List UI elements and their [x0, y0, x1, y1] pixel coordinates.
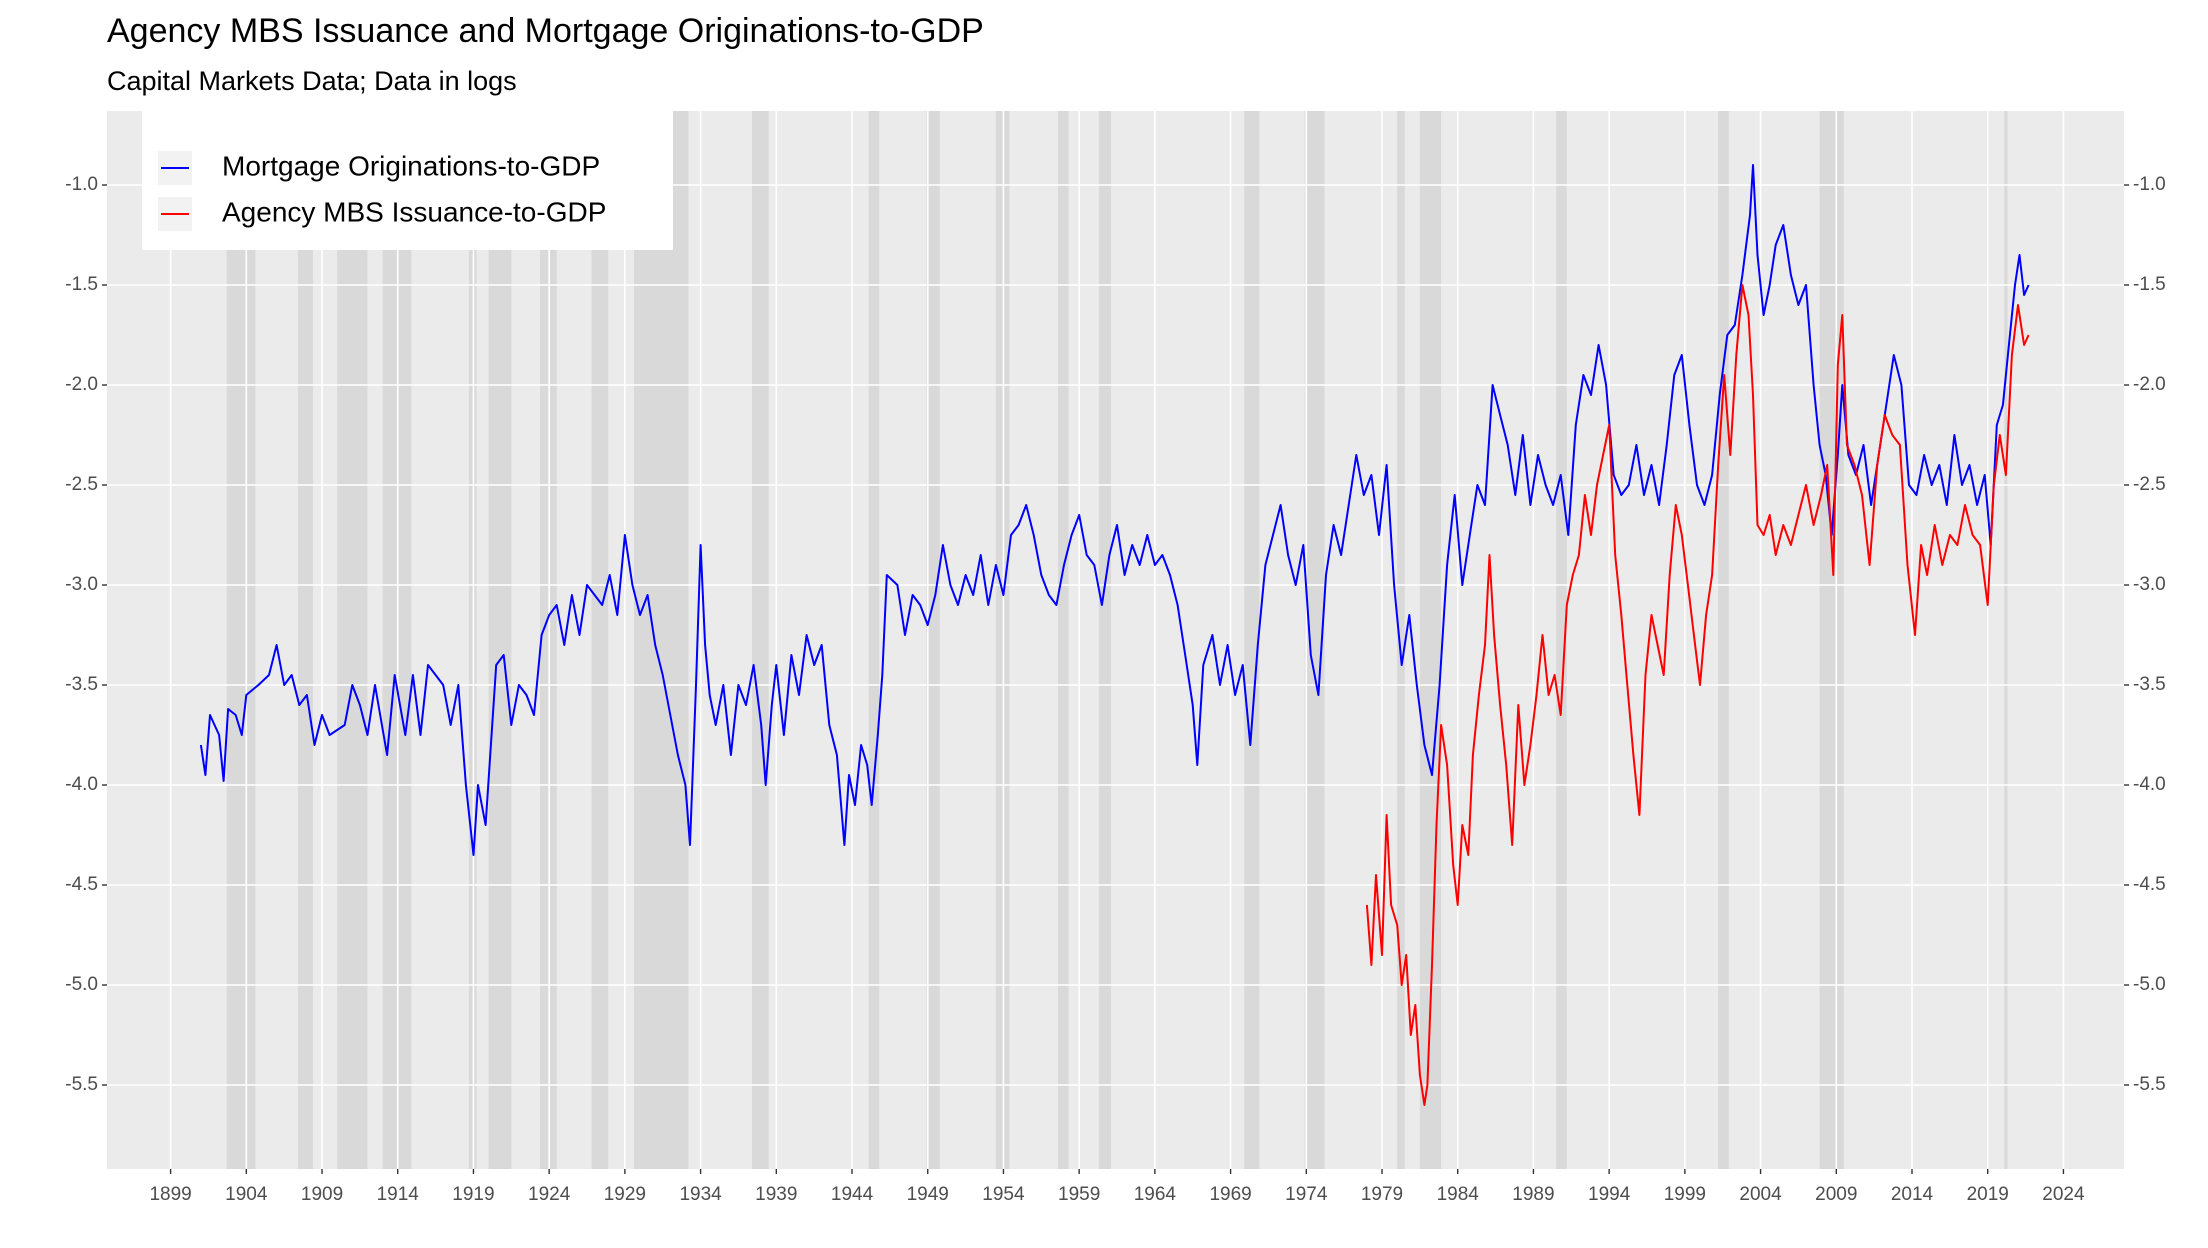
x-tick-label: 2009	[1815, 1184, 1857, 1205]
chart-subtitle: Capital Markets Data; Data in logs	[107, 66, 517, 96]
shaded-period	[1556, 111, 1567, 1169]
shaded-period	[337, 111, 368, 1169]
x-tick-label: 2004	[1739, 1184, 1782, 1205]
x-tick-label: 2019	[1967, 1184, 2009, 1205]
y2-tick-label: -1.5	[2133, 274, 2166, 295]
y2-tick-label: -4.0	[2133, 774, 2166, 795]
x-tick-label: 1994	[1588, 1184, 1631, 1205]
x-tick-label: 1949	[907, 1184, 949, 1205]
x-tick-label: 1989	[1512, 1184, 1554, 1205]
y-tick-label: -2.5	[65, 474, 98, 495]
y-tick-label: -3.5	[65, 674, 98, 695]
series-line	[1365, 284, 2030, 1106]
x-tick-label: 1979	[1361, 1184, 1403, 1205]
lines	[199, 164, 2030, 1106]
shaded-period	[1718, 111, 1729, 1169]
y-tick-label: -4.5	[65, 874, 98, 895]
chart-title: Agency MBS Issuance and Mortgage Origina…	[107, 12, 984, 50]
y2-tick-label: -2.0	[2133, 374, 2166, 395]
plot-panel	[107, 111, 2124, 1169]
y-tick-label: -1.0	[65, 174, 98, 195]
shaded-period	[633, 111, 689, 1169]
shaded-period	[868, 111, 880, 1169]
shaded-period	[752, 111, 769, 1169]
legend-label: Mortgage Originations-to-GDP	[222, 150, 600, 181]
y2-tick-label: -3.0	[2133, 574, 2166, 595]
x-tick-label: 1954	[982, 1184, 1025, 1205]
shaded-period	[591, 111, 609, 1169]
x-tick-label: 1969	[1209, 1184, 1251, 1205]
x-tick-label: 1929	[604, 1184, 646, 1205]
x-tick-label: 1914	[377, 1184, 420, 1205]
shaded-period	[297, 111, 313, 1169]
shaded-period	[1304, 111, 1325, 1169]
x-tick-label: 1999	[1664, 1184, 1706, 1205]
y2-tick-label: -3.5	[2133, 674, 2166, 695]
x-tick-label: 2014	[1891, 1184, 1934, 1205]
y2-tick-label: -2.5	[2133, 474, 2166, 495]
y-tick-label: -5.0	[65, 974, 98, 995]
x-tick-label: 1919	[452, 1184, 494, 1205]
y2-tick-label: -4.5	[2133, 874, 2166, 895]
shaded-periods	[226, 111, 2008, 1169]
shaded-period	[1397, 111, 1405, 1169]
y2-tick-label: -1.0	[2133, 174, 2166, 195]
y-tick-label: -2.0	[65, 374, 98, 395]
y-tick-label: -1.5	[65, 274, 98, 295]
x-tick-label: 1939	[755, 1184, 797, 1205]
x-tick-label: 1899	[149, 1184, 191, 1205]
y2-tick-label: -5.5	[2133, 1074, 2166, 1095]
shaded-period	[488, 111, 512, 1169]
y-tick-label: -4.0	[65, 774, 98, 795]
x-tick-label: 1934	[679, 1184, 722, 1205]
shaded-period	[1419, 111, 1442, 1169]
shaded-period	[2004, 111, 2008, 1169]
shaded-period	[1057, 111, 1069, 1169]
x-tick-label: 1984	[1437, 1184, 1480, 1205]
legend: Mortgage Originations-to-GDP Agency MBS I…	[142, 111, 673, 250]
axes: -1.0 -1.0 -1.5 -1.5 -2.0 -2.0 -2.5 -2.5 -3.0 -3.0…	[65, 174, 2166, 1205]
y-tick-label: -5.5	[65, 1074, 98, 1095]
x-tick-label: 2024	[2042, 1184, 2085, 1205]
legend-box	[142, 111, 673, 250]
y2-tick-label: -5.0	[2133, 974, 2166, 995]
x-tick-label: 1944	[831, 1184, 874, 1205]
x-tick-label: 1909	[301, 1184, 343, 1205]
x-tick-label: 1964	[1134, 1184, 1177, 1205]
shaded-period	[926, 111, 940, 1169]
x-tick-label: 1904	[225, 1184, 268, 1205]
x-tick-label: 1974	[1285, 1184, 1328, 1205]
shaded-period	[1098, 111, 1111, 1169]
x-tick-label: 1959	[1058, 1184, 1100, 1205]
series-line	[199, 164, 2030, 856]
y-tick-label: -3.0	[65, 574, 98, 595]
legend-label: Agency MBS Issuance-to-GDP	[222, 196, 606, 227]
shaded-period	[1819, 111, 1844, 1169]
shaded-period	[1244, 111, 1260, 1169]
shaded-period	[226, 111, 256, 1169]
x-tick-label: 1924	[528, 1184, 571, 1205]
